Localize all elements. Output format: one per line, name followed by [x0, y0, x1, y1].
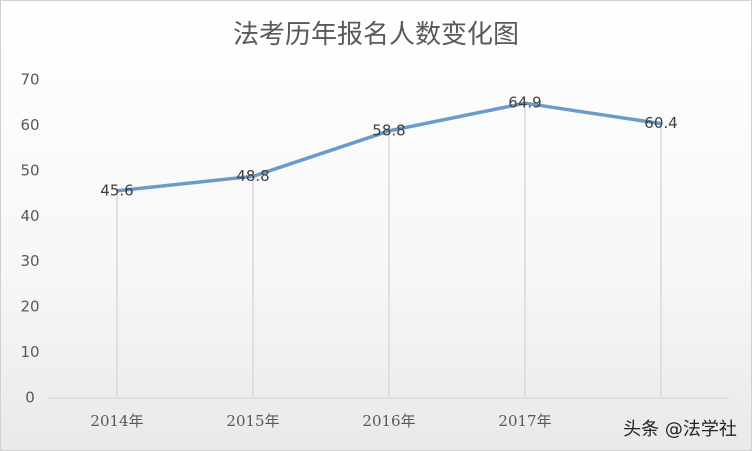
y-tick-label: 30 — [20, 252, 39, 270]
y-tick-label: 10 — [20, 343, 39, 361]
data-label: 60.4 — [644, 114, 677, 132]
x-tick-label: 2017年 — [498, 412, 551, 430]
y-tick-label: 70 — [20, 71, 39, 89]
data-label: 64.9 — [508, 94, 541, 112]
y-tick-label: 40 — [20, 207, 39, 225]
y-tick-label: 60 — [20, 116, 39, 134]
y-tick-label: 50 — [20, 161, 39, 179]
x-tick-label: 2015年 — [226, 412, 279, 430]
watermark: 头条 @法学社 — [623, 419, 737, 440]
x-tick-label: 2016年 — [362, 412, 415, 430]
y-tick-label: 0 — [25, 389, 35, 407]
y-tick-label: 20 — [20, 298, 39, 316]
data-label: 48.8 — [236, 167, 269, 185]
chart-title: 法考历年报名人数变化图 — [233, 20, 519, 50]
line — [116, 101, 662, 193]
x-tick-label: 2014年 — [90, 412, 143, 430]
data-label: 58.8 — [372, 121, 405, 139]
data-label: 45.6 — [100, 181, 133, 199]
